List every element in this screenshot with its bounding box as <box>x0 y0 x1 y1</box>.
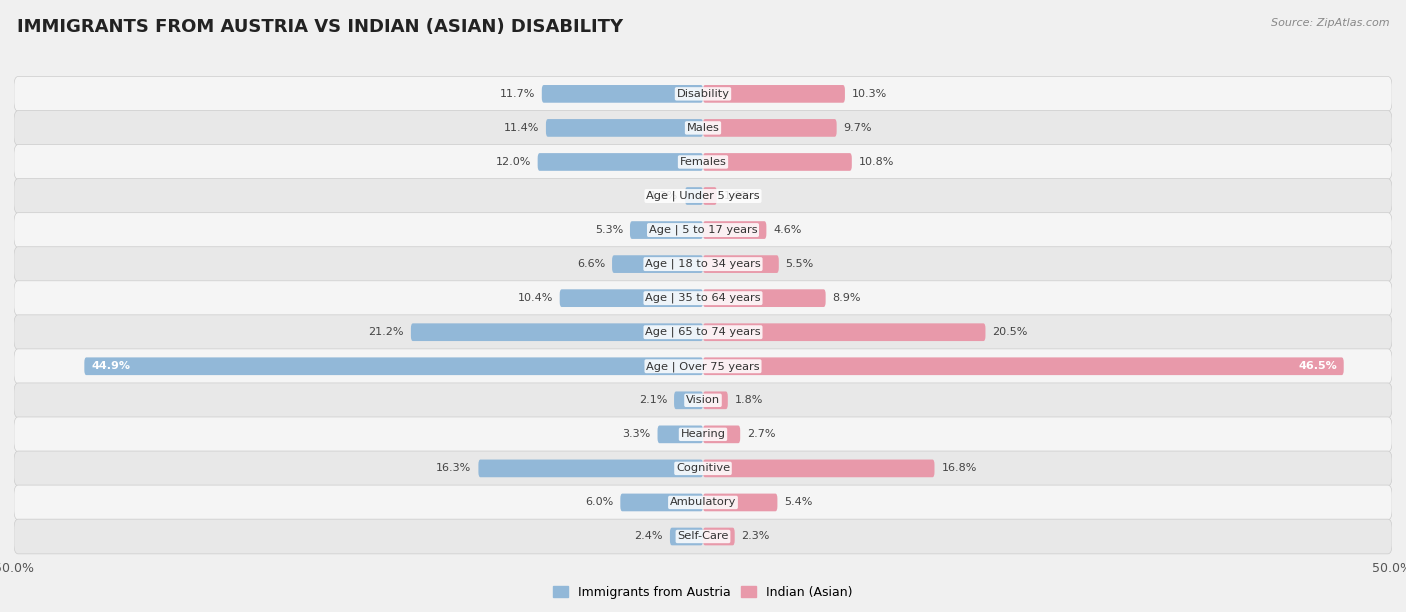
FancyBboxPatch shape <box>703 119 837 136</box>
FancyBboxPatch shape <box>478 460 703 477</box>
FancyBboxPatch shape <box>612 255 703 273</box>
Text: 3.3%: 3.3% <box>623 430 651 439</box>
Text: 46.5%: 46.5% <box>1298 361 1337 371</box>
Text: 1.3%: 1.3% <box>650 191 678 201</box>
Text: 20.5%: 20.5% <box>993 327 1028 337</box>
Text: Age | Over 75 years: Age | Over 75 years <box>647 361 759 371</box>
FancyBboxPatch shape <box>630 221 703 239</box>
FancyBboxPatch shape <box>703 460 935 477</box>
Text: Age | 5 to 17 years: Age | 5 to 17 years <box>648 225 758 235</box>
Text: 4.6%: 4.6% <box>773 225 801 235</box>
Text: 11.4%: 11.4% <box>503 123 538 133</box>
Text: 10.4%: 10.4% <box>517 293 553 303</box>
FancyBboxPatch shape <box>620 494 703 511</box>
FancyBboxPatch shape <box>658 425 703 443</box>
Text: 10.3%: 10.3% <box>852 89 887 99</box>
Text: 2.7%: 2.7% <box>747 430 776 439</box>
FancyBboxPatch shape <box>673 392 703 409</box>
Text: Cognitive: Cognitive <box>676 463 730 474</box>
Text: Age | 18 to 34 years: Age | 18 to 34 years <box>645 259 761 269</box>
FancyBboxPatch shape <box>703 528 735 545</box>
FancyBboxPatch shape <box>669 528 703 545</box>
FancyBboxPatch shape <box>14 247 1392 282</box>
Text: Females: Females <box>679 157 727 167</box>
Text: 12.0%: 12.0% <box>495 157 531 167</box>
FancyBboxPatch shape <box>703 392 728 409</box>
Text: Hearing: Hearing <box>681 430 725 439</box>
Text: 5.4%: 5.4% <box>785 498 813 507</box>
Text: 6.6%: 6.6% <box>576 259 605 269</box>
FancyBboxPatch shape <box>14 144 1392 179</box>
FancyBboxPatch shape <box>546 119 703 136</box>
FancyBboxPatch shape <box>703 494 778 511</box>
FancyBboxPatch shape <box>14 315 1392 349</box>
Text: Self-Care: Self-Care <box>678 531 728 542</box>
FancyBboxPatch shape <box>14 281 1392 316</box>
Text: 6.0%: 6.0% <box>585 498 613 507</box>
Text: 21.2%: 21.2% <box>368 327 404 337</box>
Text: Age | Under 5 years: Age | Under 5 years <box>647 191 759 201</box>
Text: 5.5%: 5.5% <box>786 259 814 269</box>
FancyBboxPatch shape <box>703 289 825 307</box>
FancyBboxPatch shape <box>14 111 1392 145</box>
FancyBboxPatch shape <box>14 349 1392 384</box>
Text: IMMIGRANTS FROM AUSTRIA VS INDIAN (ASIAN) DISABILITY: IMMIGRANTS FROM AUSTRIA VS INDIAN (ASIAN… <box>17 18 623 36</box>
FancyBboxPatch shape <box>537 153 703 171</box>
Text: Males: Males <box>686 123 720 133</box>
Text: Ambulatory: Ambulatory <box>669 498 737 507</box>
FancyBboxPatch shape <box>14 451 1392 486</box>
Text: 5.3%: 5.3% <box>595 225 623 235</box>
FancyBboxPatch shape <box>703 85 845 103</box>
FancyBboxPatch shape <box>560 289 703 307</box>
Text: 16.8%: 16.8% <box>942 463 977 474</box>
Text: 11.7%: 11.7% <box>499 89 534 99</box>
FancyBboxPatch shape <box>685 187 703 205</box>
FancyBboxPatch shape <box>703 425 740 443</box>
FancyBboxPatch shape <box>703 323 986 341</box>
FancyBboxPatch shape <box>703 221 766 239</box>
Text: 1.0%: 1.0% <box>724 191 752 201</box>
Text: 44.9%: 44.9% <box>91 361 131 371</box>
FancyBboxPatch shape <box>411 323 703 341</box>
Legend: Immigrants from Austria, Indian (Asian): Immigrants from Austria, Indian (Asian) <box>548 581 858 604</box>
Text: 8.9%: 8.9% <box>832 293 860 303</box>
Text: Vision: Vision <box>686 395 720 405</box>
Text: Disability: Disability <box>676 89 730 99</box>
FancyBboxPatch shape <box>84 357 703 375</box>
Text: 9.7%: 9.7% <box>844 123 872 133</box>
FancyBboxPatch shape <box>703 255 779 273</box>
FancyBboxPatch shape <box>14 76 1392 111</box>
FancyBboxPatch shape <box>14 179 1392 214</box>
FancyBboxPatch shape <box>541 85 703 103</box>
FancyBboxPatch shape <box>14 383 1392 417</box>
Text: Age | 35 to 64 years: Age | 35 to 64 years <box>645 293 761 304</box>
Text: 2.1%: 2.1% <box>638 395 668 405</box>
Text: 16.3%: 16.3% <box>436 463 471 474</box>
FancyBboxPatch shape <box>14 519 1392 554</box>
FancyBboxPatch shape <box>14 485 1392 520</box>
FancyBboxPatch shape <box>703 357 1344 375</box>
FancyBboxPatch shape <box>14 417 1392 452</box>
FancyBboxPatch shape <box>14 213 1392 247</box>
FancyBboxPatch shape <box>703 153 852 171</box>
Text: 2.3%: 2.3% <box>741 531 770 542</box>
Text: 2.4%: 2.4% <box>634 531 664 542</box>
Text: 10.8%: 10.8% <box>859 157 894 167</box>
FancyBboxPatch shape <box>703 187 717 205</box>
Text: Source: ZipAtlas.com: Source: ZipAtlas.com <box>1271 18 1389 28</box>
Text: 1.8%: 1.8% <box>735 395 763 405</box>
Text: Age | 65 to 74 years: Age | 65 to 74 years <box>645 327 761 337</box>
